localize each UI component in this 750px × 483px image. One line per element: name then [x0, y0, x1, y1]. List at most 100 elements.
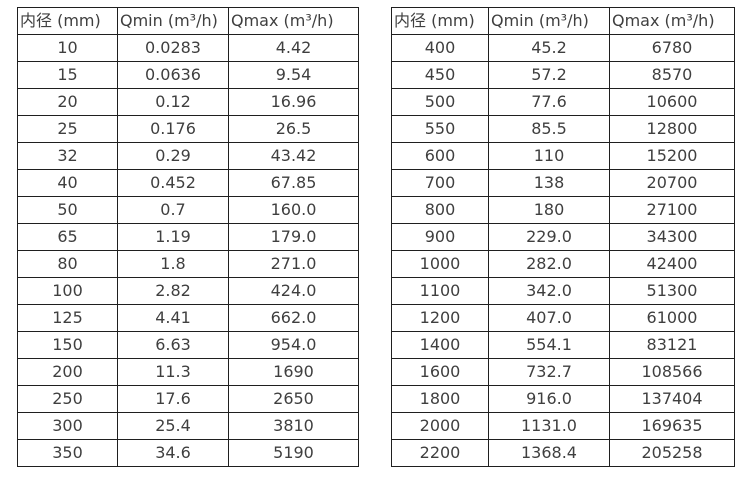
table-cell: 700	[391, 169, 489, 197]
header-cell: 内径 (mm)	[17, 7, 118, 35]
table-cell: 1368.4	[488, 439, 610, 467]
table-cell: 150	[17, 331, 118, 359]
table-row: 800 180 27100	[391, 196, 735, 224]
header-cell: Qmax (m³/h)	[228, 7, 359, 35]
table-row: 1100 342.0 51300	[391, 277, 735, 305]
table-cell: 179.0	[228, 223, 359, 251]
table-row: 350 34.6 5190	[17, 439, 359, 467]
table-cell: 2200	[391, 439, 489, 467]
table-cell: 2000	[391, 412, 489, 440]
table-cell: 0.452	[117, 169, 229, 197]
table-row: 20 0.12 16.96	[17, 88, 359, 116]
table-cell: 34300	[609, 223, 735, 251]
table-cell: 1.19	[117, 223, 229, 251]
table-cell: 554.1	[488, 331, 610, 359]
table-cell: 1131.0	[488, 412, 610, 440]
table-cell: 6.63	[117, 331, 229, 359]
table-row: 32 0.29 43.42	[17, 142, 359, 170]
table-row: 15 0.0636 9.54	[17, 61, 359, 89]
table-cell: 0.12	[117, 88, 229, 116]
table-cell: 9.54	[228, 61, 359, 89]
table-cell: 4.41	[117, 304, 229, 332]
diameter-flow-table-small: 内径 (mm) Qmin (m³/h) Qmax (m³/h) 10 0.0283 4.…	[17, 7, 359, 467]
table-row: 25 0.176 26.5	[17, 115, 359, 143]
table-row: 1200 407.0 61000	[391, 304, 735, 332]
diameter-flow-table-large: 内径 (mm) Qmin (m³/h) Qmax (m³/h) 400 45.2 678…	[391, 7, 735, 467]
table-cell: 1.8	[117, 250, 229, 278]
table-cell: 45.2	[488, 34, 610, 62]
table-row: 2000 1131.0 169635	[391, 412, 735, 440]
header-cell: Qmax (m³/h)	[609, 7, 735, 35]
table-row: 550 85.5 12800	[391, 115, 735, 143]
table-cell: 11.3	[117, 358, 229, 386]
table-row: 400 45.2 6780	[391, 34, 735, 62]
table-cell: 2.82	[117, 277, 229, 305]
table-cell: 662.0	[228, 304, 359, 332]
table-cell: 0.29	[117, 142, 229, 170]
table-cell: 67.85	[228, 169, 359, 197]
table-cell: 65	[17, 223, 118, 251]
table-cell: 350	[17, 439, 118, 467]
table-row: 150 6.63 954.0	[17, 331, 359, 359]
table-cell: 61000	[609, 304, 735, 332]
table-row: 300 25.4 3810	[17, 412, 359, 440]
table-cell: 1100	[391, 277, 489, 305]
table-cell: 125	[17, 304, 118, 332]
table-cell: 20700	[609, 169, 735, 197]
table-cell: 1400	[391, 331, 489, 359]
table-cell: 5190	[228, 439, 359, 467]
table-cell: 1690	[228, 358, 359, 386]
table-cell: 12800	[609, 115, 735, 143]
table-row: 1000 282.0 42400	[391, 250, 735, 278]
table-cell: 83121	[609, 331, 735, 359]
table-row: 100 2.82 424.0	[17, 277, 359, 305]
table-cell: 26.5	[228, 115, 359, 143]
table-row: 900 229.0 34300	[391, 223, 735, 251]
table-cell: 51300	[609, 277, 735, 305]
header-cell: Qmin (m³/h)	[488, 7, 610, 35]
table-cell: 800	[391, 196, 489, 224]
header-cell: Qmin (m³/h)	[117, 7, 229, 35]
table-row: 125 4.41 662.0	[17, 304, 359, 332]
table-row: 200 11.3 1690	[17, 358, 359, 386]
table-cell: 85.5	[488, 115, 610, 143]
table-cell: 8570	[609, 61, 735, 89]
table-row: 450 57.2 8570	[391, 61, 735, 89]
table-cell: 550	[391, 115, 489, 143]
table-cell: 0.0283	[117, 34, 229, 62]
table-cell: 732.7	[488, 358, 610, 386]
table-cell: 20	[17, 88, 118, 116]
table-cell: 180	[488, 196, 610, 224]
table-cell: 32	[17, 142, 118, 170]
table-cell: 600	[391, 142, 489, 170]
table-cell: 424.0	[228, 277, 359, 305]
table-cell: 160.0	[228, 196, 359, 224]
table-cell: 250	[17, 385, 118, 413]
table-row: 10 0.0283 4.42	[17, 34, 359, 62]
table-row: 700 138 20700	[391, 169, 735, 197]
table-row: 250 17.6 2650	[17, 385, 359, 413]
table-row: 40 0.452 67.85	[17, 169, 359, 197]
table-cell: 1000	[391, 250, 489, 278]
table-cell: 77.6	[488, 88, 610, 116]
table-cell: 900	[391, 223, 489, 251]
table-cell: 450	[391, 61, 489, 89]
header-row: 内径 (mm) Qmin (m³/h) Qmax (m³/h)	[17, 7, 359, 35]
table-cell: 407.0	[488, 304, 610, 332]
table-cell: 25.4	[117, 412, 229, 440]
table-cell: 6780	[609, 34, 735, 62]
table-row: 600 110 15200	[391, 142, 735, 170]
table-cell: 42400	[609, 250, 735, 278]
table-cell: 1800	[391, 385, 489, 413]
table-cell: 138	[488, 169, 610, 197]
table-cell: 0.0636	[117, 61, 229, 89]
table-row: 500 77.6 10600	[391, 88, 735, 116]
table-cell: 40	[17, 169, 118, 197]
table-cell: 954.0	[228, 331, 359, 359]
table-cell: 1200	[391, 304, 489, 332]
table-cell: 34.6	[117, 439, 229, 467]
table-cell: 27100	[609, 196, 735, 224]
table-cell: 0.176	[117, 115, 229, 143]
table-cell: 400	[391, 34, 489, 62]
table-cell: 300	[17, 412, 118, 440]
